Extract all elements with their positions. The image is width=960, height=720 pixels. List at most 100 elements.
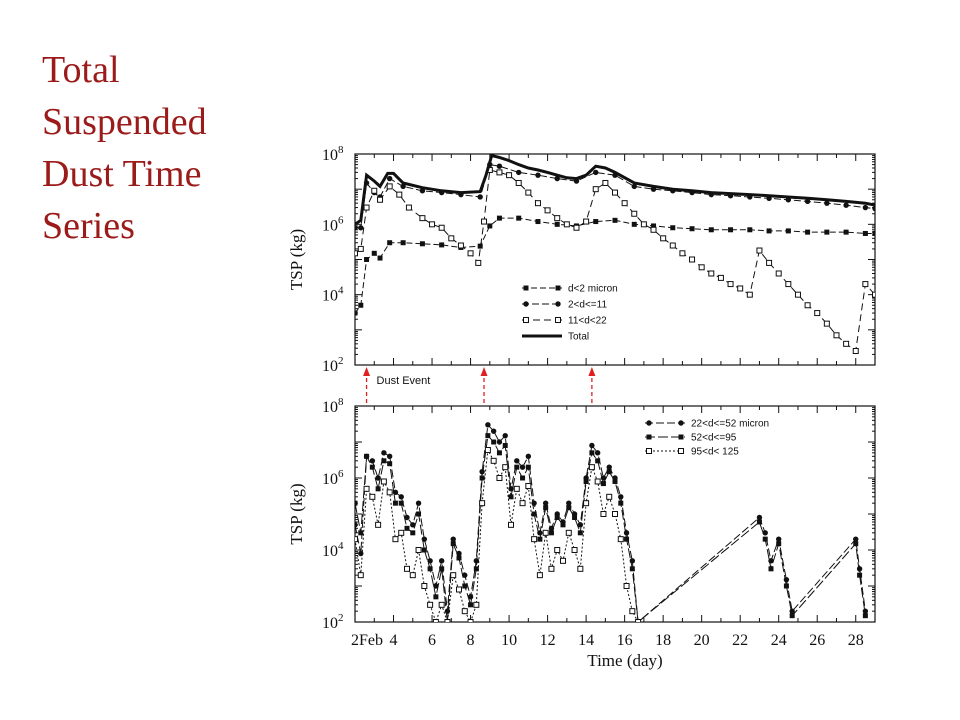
top-data-point xyxy=(467,250,474,257)
bottom-data-point xyxy=(856,566,863,572)
bottom-data-point xyxy=(853,541,859,547)
bottom-data-point xyxy=(496,450,502,456)
bottom-xtick-label: 18 xyxy=(655,632,671,649)
top-data-point xyxy=(405,204,412,211)
slide-title: Total Suspended Dust Time Series xyxy=(42,44,262,252)
bottom-data-point xyxy=(444,619,451,622)
bottom-data-point xyxy=(589,450,595,456)
top-data-point xyxy=(872,291,875,298)
top-data-point xyxy=(554,221,560,227)
bottom-data-point xyxy=(490,428,497,434)
bottom-data-point xyxy=(548,530,554,536)
bottom-data-point xyxy=(513,485,520,492)
top-data-point xyxy=(785,281,792,288)
bottom-xtick-label: 16 xyxy=(617,632,633,649)
bottom-data-point xyxy=(525,453,532,460)
top-data-point xyxy=(631,221,637,227)
top-ytick-label: 102 xyxy=(322,355,344,375)
bottom-data-point xyxy=(502,432,508,439)
top-data-point xyxy=(737,285,744,292)
bottom-data-point xyxy=(363,485,370,492)
bottom-data-point xyxy=(409,572,416,579)
dust-event-arrowhead xyxy=(480,367,488,376)
top-data-point xyxy=(477,243,483,249)
top-data-point xyxy=(766,228,772,234)
bottom-xtick-label: 26 xyxy=(809,632,825,649)
bottom-data-point xyxy=(485,422,491,428)
bottom-data-point xyxy=(421,547,427,553)
top-data-point xyxy=(843,340,850,347)
bottom-data-point xyxy=(438,601,445,608)
bottom-xtick-label: 2Feb xyxy=(351,632,383,649)
bottom-data-point xyxy=(536,572,543,579)
bottom-data-point xyxy=(502,442,508,448)
bottom-data-point xyxy=(381,450,387,456)
bottom-data-point xyxy=(427,566,433,572)
top-data-point xyxy=(400,240,406,246)
bottom-data-point xyxy=(484,446,491,453)
top-data-point xyxy=(396,191,403,198)
top-legend-label: 11<d<22 xyxy=(568,316,607,327)
top-data-point xyxy=(728,227,734,233)
bottom-data-point xyxy=(618,500,624,506)
top-data-point xyxy=(746,291,753,298)
bottom-data-point xyxy=(439,566,445,572)
ytick-exponent: 8 xyxy=(338,144,344,156)
bottom-legend-marker xyxy=(678,420,684,426)
top-data-point xyxy=(872,205,875,212)
top-data-point xyxy=(386,183,393,190)
bottom-data-point xyxy=(531,536,538,543)
bottom-data-point xyxy=(595,458,601,464)
bottom-data-point xyxy=(566,500,572,506)
bottom-data-point xyxy=(462,572,468,578)
top-data-point xyxy=(563,221,570,228)
top-data-point xyxy=(727,281,734,288)
bottom-data-point xyxy=(635,619,642,622)
bottom-data-point xyxy=(566,505,572,511)
dust-event-arrowhead xyxy=(588,367,596,376)
bottom-data-point xyxy=(355,500,358,506)
bottom-data-point xyxy=(404,565,410,572)
top-data-point xyxy=(487,223,493,229)
slide-title-line-1: Total xyxy=(42,49,120,91)
ytick-exponent: 6 xyxy=(338,468,344,480)
top-data-point xyxy=(824,200,830,206)
bottom-data-point xyxy=(629,608,636,615)
bottom-xtick-label: 20 xyxy=(694,632,710,649)
bottom-data-point xyxy=(473,601,480,608)
top-data-point xyxy=(516,169,522,176)
bottom-data-point xyxy=(624,536,630,542)
top-data-point xyxy=(535,219,541,225)
bottom-data-point xyxy=(514,458,520,464)
bottom-legend: 22<d<=52 micron 52<d<=95 95<d< 125 xyxy=(645,419,769,458)
top-data-point xyxy=(457,242,464,249)
top-legend-marker xyxy=(555,317,561,323)
bottom-data-point xyxy=(416,511,422,517)
top-data-point xyxy=(794,291,801,298)
top-ylabel: TSP (kg) xyxy=(287,229,306,290)
top-data-point xyxy=(534,200,541,207)
top-legend-marker xyxy=(523,285,529,291)
bottom-xtick-label: 24 xyxy=(771,632,787,649)
top-data-point xyxy=(554,215,561,222)
top-data-point xyxy=(747,227,753,233)
bottom-data-point xyxy=(548,565,555,572)
top-data-point xyxy=(805,229,811,235)
bottom-data-point xyxy=(456,555,462,561)
bottom-data-point xyxy=(450,536,456,542)
top-ytick-label: 106 xyxy=(322,214,344,234)
top-series-4 xyxy=(355,154,875,226)
top-data-point xyxy=(481,218,488,225)
bottom-data-point xyxy=(606,464,612,470)
ytick-base: 10 xyxy=(322,615,338,632)
bottom-data-point xyxy=(600,511,607,517)
bottom-data-point xyxy=(461,608,468,615)
slide-title-line-2: Suspended xyxy=(42,101,207,143)
bottom-legend-marker xyxy=(646,434,652,440)
bottom-data-point xyxy=(410,530,416,536)
ytick-base: 10 xyxy=(322,217,338,234)
bottom-data-point xyxy=(514,464,520,470)
top-data-point xyxy=(689,226,695,232)
top-data-point xyxy=(756,247,763,254)
